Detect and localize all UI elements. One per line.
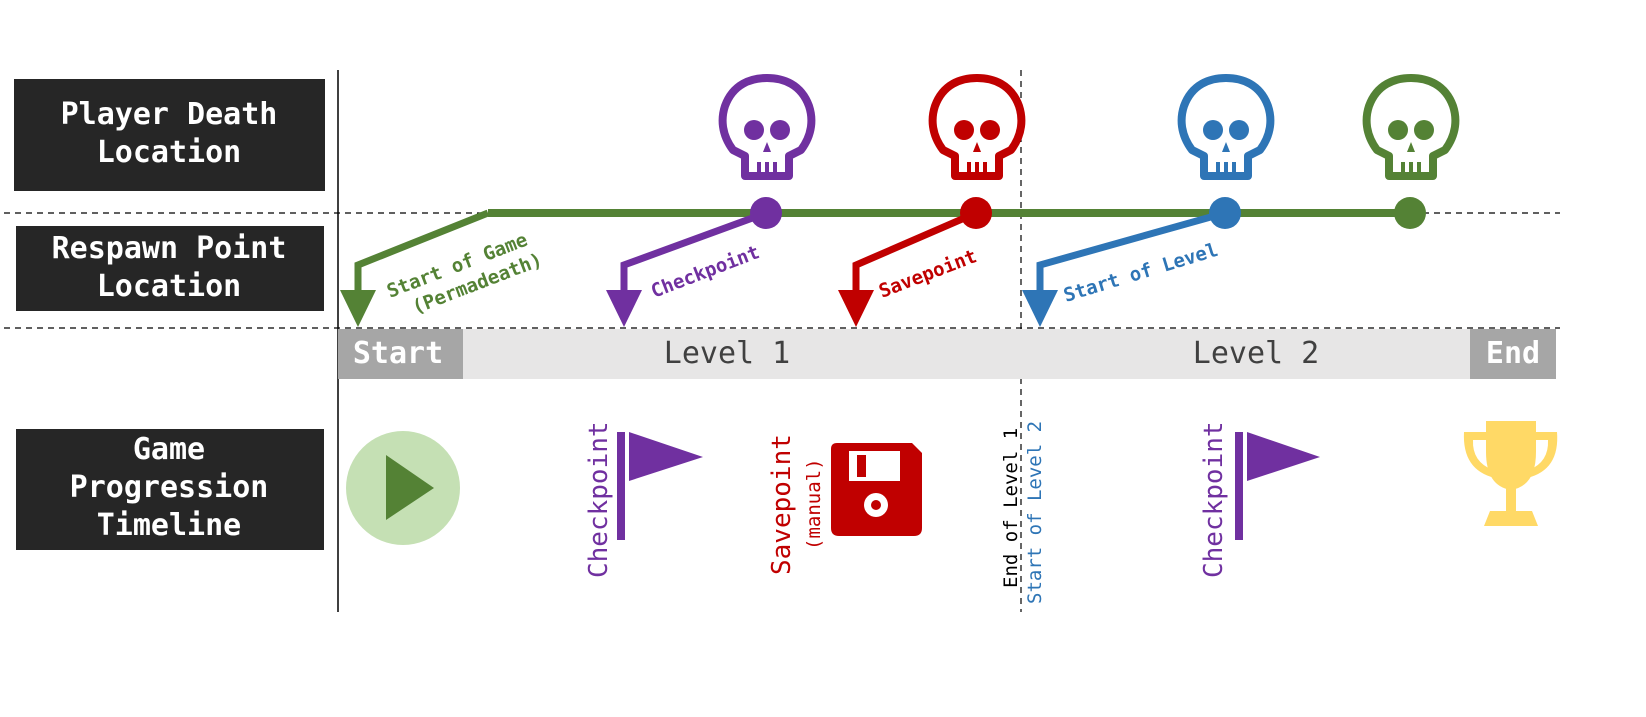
row-label-death-line1: Player Death [61,97,278,132]
skull-icon [933,78,1022,176]
timeline-end-label: End [1486,336,1540,371]
respawn-arrow-start-of-level: Start of Level [1022,209,1226,327]
timeline-bar: Start Level 1 Level 2 End [338,329,1556,379]
timeline-start-cap [338,329,463,379]
timeline-end-cap [1470,329,1556,379]
row-label-death-line2: Location [97,135,242,170]
savepoint-label: Savepoint [767,434,797,575]
skull-icon [723,78,812,176]
death-point-blue [1209,197,1241,229]
row-label-progression-line3: Timeline [97,508,242,543]
timeline-levels-bg [463,329,1470,379]
floppy-disk-icon [831,443,922,536]
skull-icon [1367,78,1456,176]
flag-icon [617,432,703,540]
skull-icon [1182,78,1271,176]
timeline-level2-label: Level 2 [1193,336,1319,371]
savepoint-note: (manual) [803,458,825,550]
timeline-level1-label: Level 1 [664,336,790,371]
checkpoint-1-label: Checkpoint [584,421,614,578]
respawn-arrow-checkpoint: Checkpoint [606,209,768,327]
start-of-level2-label: Start of Level 2 [1024,421,1046,604]
row-label-progression-line1: Game [133,432,205,467]
respawn-label-savepoint: Savepoint [876,245,980,302]
checkpoint-2-label: Checkpoint [1199,421,1229,578]
savepoint-marker: Savepoint (manual) [767,434,922,575]
row-label-respawn-line1: Respawn Point [52,231,287,266]
trophy-icon [1463,421,1558,526]
timeline-start-label: Start [353,336,443,371]
end-of-level1-label: End of Level 1 [1000,428,1022,588]
death-point-green [1394,197,1426,229]
row-label-respawn-line2: Location [97,269,242,304]
death-point-purple [750,197,782,229]
respawn-arrow-permadeath: Start of Game (Permadeath) [340,209,545,327]
death-point-red [960,197,992,229]
row-label-progression: Game Progression Timeline [16,429,324,550]
respawn-arrow-savepoint: Savepoint [838,209,980,327]
checkpoint-2-marker: Checkpoint [1199,421,1320,578]
play-icon [346,431,460,545]
row-label-respawn: Respawn Point Location [16,226,324,311]
row-label-progression-line2: Progression [70,470,269,505]
checkpoint-1-marker: Checkpoint [584,421,703,578]
flag-icon [1235,432,1320,540]
row-label-death: Player Death Location [14,79,325,191]
